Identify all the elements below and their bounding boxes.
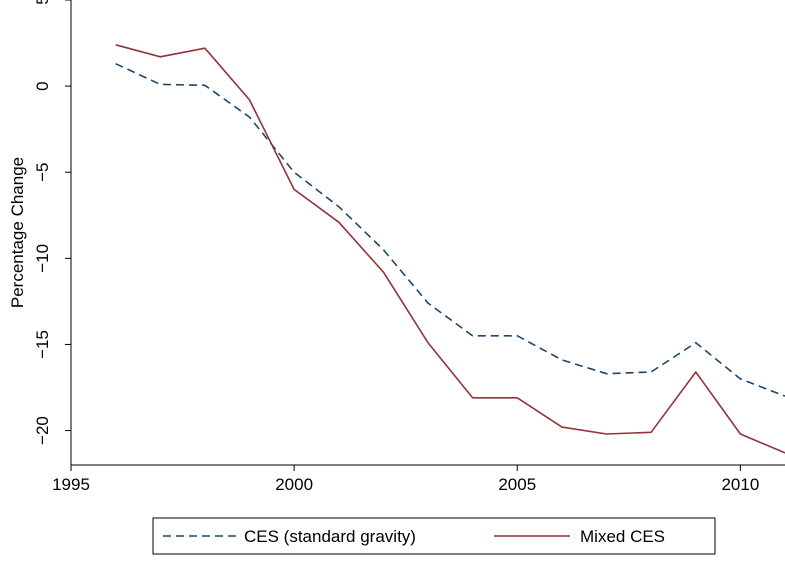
- series-line-1: [115, 44, 785, 454]
- x-tick-label: 2010: [721, 475, 759, 494]
- series-line-0: [115, 62, 785, 397]
- y-axis-title: Percentage Change: [8, 157, 27, 308]
- y-tick-label: −15: [33, 330, 52, 359]
- y-tick-label: 5: [33, 0, 52, 5]
- legend: CES (standard gravity) Mixed CES: [152, 517, 716, 555]
- x-tick-label: 2005: [498, 475, 536, 494]
- y-tick-label: −10: [33, 244, 52, 273]
- legend-label-1: Mixed CES: [580, 527, 665, 546]
- y-tick-label: 0: [33, 81, 52, 90]
- series-lines: [115, 44, 785, 454]
- legend-box: [152, 517, 716, 555]
- y-tick-label: −5: [33, 163, 52, 182]
- x-tick-label: 1995: [52, 475, 90, 494]
- legend-label-0: CES (standard gravity): [244, 527, 416, 546]
- axes: 5 0 −5 −10 −15 −20 1995 2000 2005 2010 Percentage …: [8, 0, 785, 494]
- y-tick-label: −20: [33, 416, 52, 445]
- x-tick-label: 2000: [275, 475, 313, 494]
